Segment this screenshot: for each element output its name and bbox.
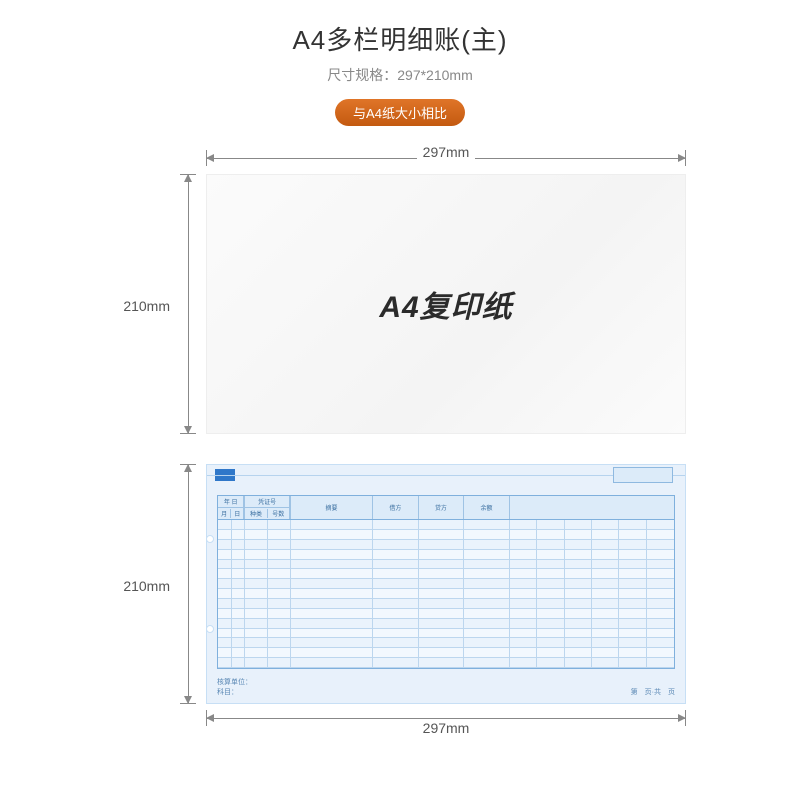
- ledger-footer: 核算单位： 科目： 第 页·共 页: [217, 677, 675, 697]
- col-multi: [510, 496, 674, 519]
- table-row: [218, 619, 674, 629]
- width-label-top: 297mm: [417, 144, 476, 160]
- height-bracket-ledger: [180, 464, 198, 704]
- table-row: [218, 589, 674, 599]
- page-title: A4多栏明细账(主): [0, 20, 800, 57]
- footer-page: 第 页·共 页: [631, 687, 675, 697]
- col-balance: 余额: [464, 496, 510, 519]
- col-voucher: 凭证号: [245, 496, 290, 508]
- a4-paper-box: A4复印纸: [206, 174, 686, 434]
- footer-unit: 核算单位：: [217, 677, 675, 687]
- compare-badge: 与A4纸大小相比: [335, 99, 465, 126]
- table-row: [218, 550, 674, 560]
- table-row: [218, 540, 674, 550]
- width-label-bottom: 297mm: [423, 720, 470, 736]
- punch-hole-icon: [206, 535, 214, 543]
- table-row: [218, 530, 674, 540]
- table-row: [218, 520, 674, 530]
- col-date: 年 日: [218, 496, 244, 508]
- col-credit: 贷方: [419, 496, 465, 519]
- width-bracket-bottom: 297mm: [206, 710, 686, 728]
- a4-paper-label: A4复印纸: [379, 282, 512, 326]
- table-row: [218, 638, 674, 648]
- table-row: [218, 629, 674, 639]
- ledger-grid: 年 日 月日 凭证号 种类号数 摘要 借方 贷方 余额: [217, 495, 675, 669]
- col-debit: 借方: [373, 496, 419, 519]
- ledger-header-row: 年 日 月日 凭证号 种类号数 摘要 借方 贷方 余额: [218, 496, 674, 520]
- table-row: [218, 658, 674, 668]
- width-bracket-top: 297mm: [206, 150, 686, 168]
- height-label-ledger: 210mm: [110, 578, 170, 594]
- table-row: [218, 579, 674, 589]
- table-row: [218, 569, 674, 579]
- table-row: [218, 609, 674, 619]
- height-bracket-a4: [180, 174, 198, 434]
- table-row: [218, 560, 674, 570]
- table-row: [218, 599, 674, 609]
- punch-hole-icon: [206, 625, 214, 633]
- footer-account: 科目：: [217, 687, 675, 697]
- height-label-a4: 210mm: [110, 298, 170, 314]
- page-subtitle: 尺寸规格：297*210mm: [0, 65, 800, 85]
- form-title-box: [613, 467, 673, 483]
- col-summary: 摘要: [291, 496, 373, 519]
- ledger-form: 年 日 月日 凭证号 种类号数 摘要 借方 贷方 余额 核算单位： 科目： 第 …: [206, 464, 686, 704]
- table-row: [218, 648, 674, 658]
